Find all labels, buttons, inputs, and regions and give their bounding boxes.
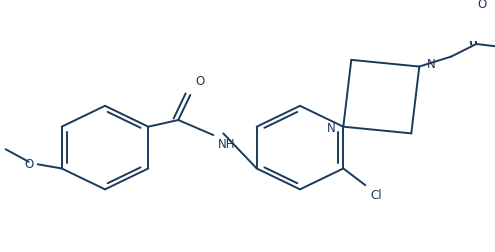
Text: O: O	[24, 158, 34, 171]
Text: NH: NH	[218, 138, 236, 150]
Text: N: N	[427, 58, 436, 71]
Text: N: N	[327, 122, 335, 135]
Text: O: O	[196, 75, 204, 88]
Text: Cl: Cl	[370, 189, 382, 202]
Text: O: O	[477, 0, 487, 11]
